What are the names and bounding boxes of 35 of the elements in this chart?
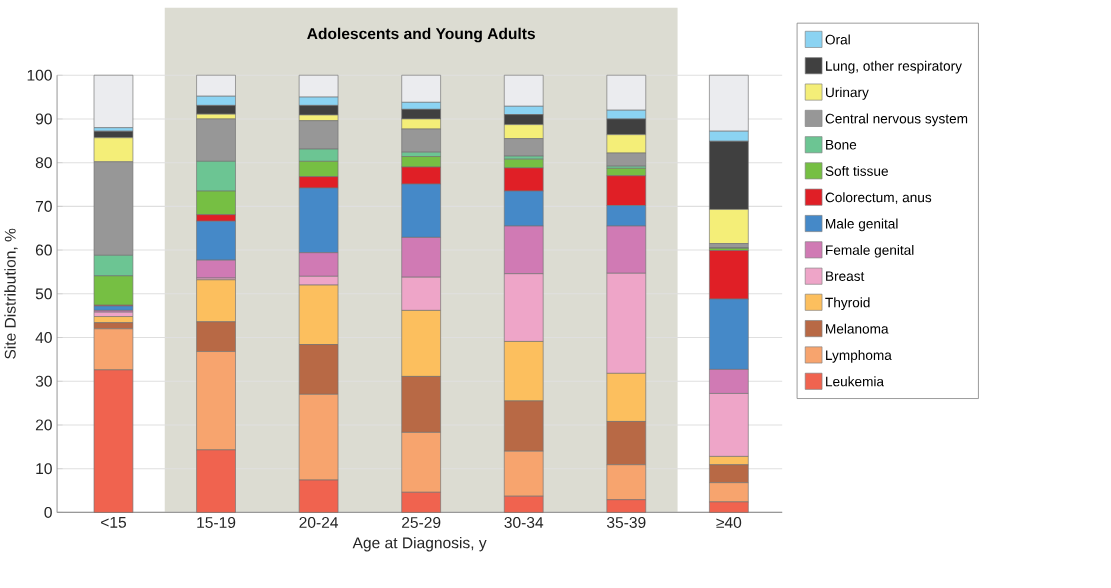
x-tick-label: 35-39 [606,517,646,529]
y-tick-label: 10 [36,463,52,475]
legend-label: Melanoma [826,323,889,334]
y-tick-label: 80 [35,157,52,169]
band-label: Adolescents and Young Adults [307,27,535,43]
legend-label: Male genital [826,218,898,232]
y-tick-label: 40 [35,332,52,344]
y-tick-label: 0 [44,507,52,519]
y-tick-label: 90 [35,113,52,125]
legend-label: Oral [825,34,850,45]
legend-label: Colorectum, anus [825,192,932,205]
legend-label: Urinary [826,87,869,101]
x-tick-label: 15-19 [197,517,236,529]
legend-label: Female genital [826,245,914,258]
y-tick-label: 50 [35,288,52,300]
y-axis-title: Site Distribution, % [4,228,18,360]
x-tick-label: 25-29 [402,517,441,529]
x-tick-label: ≥40 [716,517,742,529]
x-tick-label: 30-34 [504,517,544,529]
legend-label: Soft tissue [825,166,888,177]
legend-label: Leukemia [826,376,885,387]
y-tick-label: 70 [35,201,52,213]
y-tick-label: 100 [27,69,52,81]
x-axis-title: Age at Diagnosis, y [352,537,487,552]
x-tick-label: <15 [101,517,127,529]
y-tick-label: 20 [35,419,52,431]
legend-label: Breast [826,271,865,282]
legend-label: Thyroid [825,297,870,311]
legend-label: Central nervous system [825,113,968,127]
y-tick-label: 30 [35,375,52,387]
x-tick-label: 20-24 [299,517,339,529]
y-tick-label: 60 [35,244,52,256]
legend-label: Bone [826,140,857,150]
legend-label: Lymphoma [826,350,892,363]
legend-label: Lung, other respiratory [826,60,962,74]
